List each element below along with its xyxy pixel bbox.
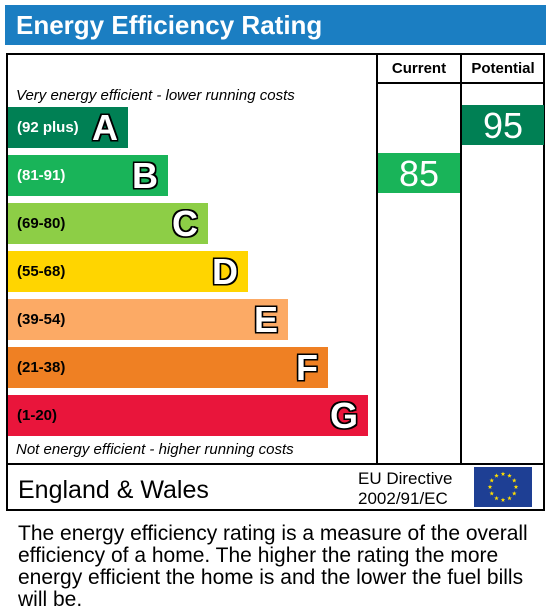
top-note: Very energy efficient - lower running co…: [16, 87, 295, 104]
band-e-range: (39-54): [17, 311, 66, 328]
band-d-range: (55-68): [17, 263, 66, 280]
eu-star-icon: [500, 497, 506, 502]
eu-star-icon: [513, 484, 519, 489]
band-a: (92 plus) A: [8, 107, 128, 148]
eu-star-icon: [489, 478, 495, 483]
band-e: (39-54) E: [8, 299, 288, 340]
footer-divider: [6, 463, 545, 465]
rating-potential: 95: [462, 105, 544, 146]
eu-directive: EU Directive 2002/91/EC: [358, 469, 468, 509]
bottom-note: Not energy efficient - higher running co…: [16, 441, 294, 458]
band-b-letter: B: [132, 155, 158, 196]
footer-description: The energy efficiency rating is a measur…: [18, 522, 528, 611]
eu-directive-line2: 2002/91/EC: [358, 489, 448, 508]
column-divider-potential: [460, 53, 462, 464]
band-f-letter: F: [296, 347, 318, 388]
eu-star-icon: [511, 491, 517, 496]
band-g-range: (1-20): [17, 407, 58, 424]
eu-star-icon: [511, 478, 517, 483]
band-c-letter: C: [172, 203, 198, 244]
band-b-range: (81-91): [17, 167, 66, 184]
eu-star-icon: [507, 495, 512, 501]
eu-star-icon: [489, 491, 495, 496]
band-d: (55-68) D: [8, 251, 248, 292]
band-f-range: (21-38): [17, 359, 66, 376]
column-header-current: Current: [391, 60, 447, 77]
eu-star-icon: [487, 484, 493, 489]
chart-title: Energy Efficiency Rating: [5, 5, 546, 45]
region-label: England & Wales: [18, 476, 209, 504]
eu-star-icon: [494, 495, 499, 501]
eu-directive-line1: EU Directive: [358, 469, 453, 488]
band-g: (1-20) G: [8, 395, 368, 436]
band-d-letter: D: [212, 251, 238, 292]
band-e-letter: E: [253, 299, 278, 340]
eu-star-icon: [494, 473, 499, 478]
band-g-letter: G: [329, 395, 358, 436]
band-b: (81-91) B: [8, 155, 168, 196]
band-a-range: (92 plus): [17, 119, 79, 136]
band-f: (21-38) F: [8, 347, 328, 388]
band-a-letter: A: [92, 107, 118, 148]
rating-table-frame: [6, 53, 545, 511]
column-divider-current: [376, 53, 378, 464]
eu-flag-icon: [474, 467, 532, 507]
column-header-potential: Potential: [471, 60, 535, 77]
band-c: (69-80) C: [8, 203, 208, 244]
eu-star-icon: [507, 473, 512, 478]
eu-star-icon: [500, 471, 506, 476]
rating-current: 85: [378, 153, 460, 194]
column-header-divider: [376, 82, 545, 84]
band-c-range: (69-80): [17, 215, 66, 232]
